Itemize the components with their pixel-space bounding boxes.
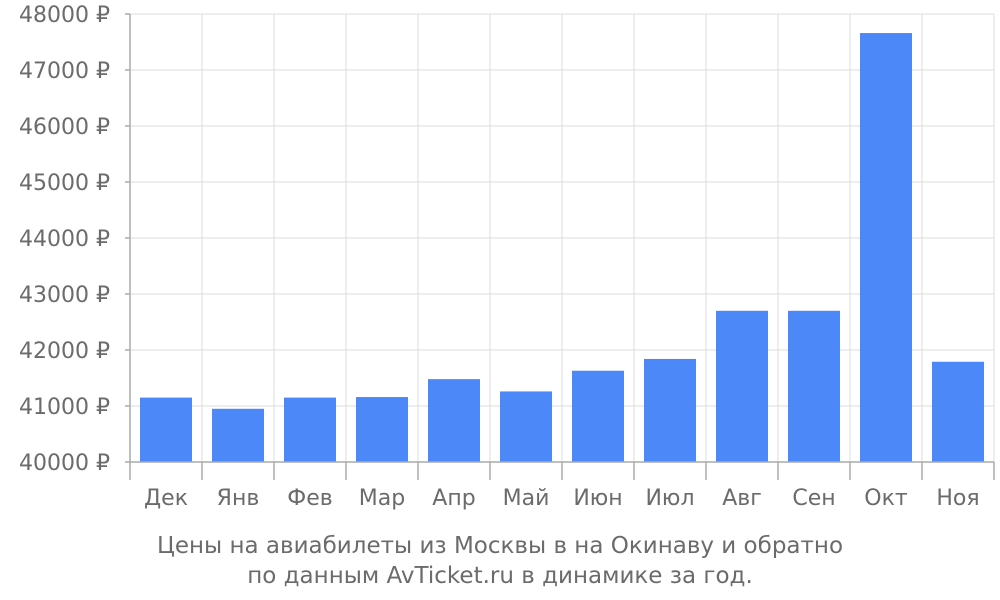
x-tick-label: Окт — [864, 486, 908, 511]
y-tick-label: 48000 ₽ — [19, 3, 110, 28]
bar-Мар — [356, 397, 408, 462]
y-tick-label: 41000 ₽ — [19, 395, 110, 420]
x-tick-label: Дек — [144, 486, 188, 511]
x-tick-label: Июн — [573, 486, 622, 511]
y-tick-label: 43000 ₽ — [19, 283, 110, 308]
y-tick-label: 46000 ₽ — [19, 115, 110, 140]
chart-caption-line-2: по данным AvTicket.ru в динамике за год. — [247, 563, 753, 589]
x-tick-label: Май — [503, 486, 550, 511]
x-tick-label: Ноя — [936, 486, 979, 511]
x-tick-label: Авг — [722, 486, 762, 511]
bar-Фев — [284, 397, 336, 462]
bar-Янв — [212, 408, 264, 462]
x-tick-label: Мар — [359, 486, 405, 511]
x-tick-label: Сен — [792, 486, 835, 511]
bar-Июн — [572, 370, 624, 462]
bar-Сен — [788, 310, 840, 462]
bar-Май — [500, 391, 552, 462]
bar-Авг — [716, 310, 768, 462]
y-tick-label: 47000 ₽ — [19, 59, 110, 84]
x-tick-label: Июл — [645, 486, 694, 511]
bar-Ноя — [932, 361, 984, 462]
chart-caption-line-1: Цены на авиабилеты из Москвы в на Окинав… — [156, 533, 844, 559]
y-tick-label: 45000 ₽ — [19, 171, 110, 196]
x-tick-label: Апр — [432, 486, 475, 511]
y-tick-label: 40000 ₽ — [19, 451, 110, 476]
x-tick-label: Янв — [217, 486, 260, 511]
bar-Дек — [140, 397, 192, 462]
bar-Окт — [860, 33, 912, 462]
x-tick-label: Фев — [287, 486, 332, 511]
bar-Июл — [644, 358, 696, 462]
y-tick-label: 42000 ₽ — [19, 339, 110, 364]
bar-Апр — [428, 379, 480, 462]
y-tick-label: 44000 ₽ — [19, 227, 110, 252]
